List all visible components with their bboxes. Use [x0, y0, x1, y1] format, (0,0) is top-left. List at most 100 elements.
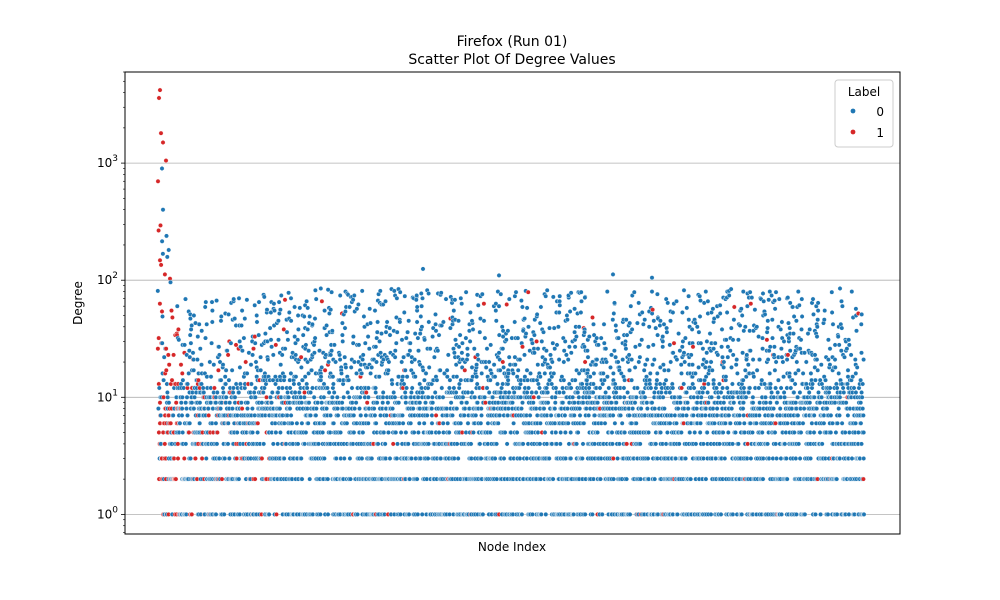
- data-point: [274, 512, 279, 517]
- data-point: [318, 374, 324, 380]
- data-point: [556, 357, 562, 362]
- data-point: [782, 441, 788, 447]
- data-point: [591, 321, 596, 327]
- data-point: [239, 406, 245, 411]
- data-point: [730, 352, 736, 358]
- data-point: [816, 390, 821, 395]
- data-point: [661, 321, 667, 327]
- data-point: [541, 329, 546, 335]
- data-point: [208, 400, 214, 406]
- data-point: [808, 370, 814, 376]
- data-point: [568, 456, 574, 461]
- data-point: [734, 357, 740, 362]
- data-point: [486, 359, 492, 365]
- data-point: [646, 344, 651, 350]
- data-point: [450, 412, 455, 418]
- data-point: [640, 390, 646, 395]
- data-point: [205, 406, 211, 411]
- data-point: [480, 512, 486, 517]
- data-point: [304, 298, 309, 304]
- data-point: [401, 354, 406, 360]
- data-point: [426, 291, 431, 296]
- data-point: [561, 348, 567, 354]
- data-point: [417, 331, 423, 336]
- data-point: [765, 441, 770, 447]
- data-point: [242, 385, 248, 391]
- data-point: [610, 317, 616, 323]
- data-point: [369, 456, 375, 461]
- data-point: [402, 293, 408, 299]
- data-point: [499, 385, 504, 391]
- data-point: [196, 321, 202, 327]
- data-point: [679, 430, 684, 435]
- data-point: [728, 420, 733, 426]
- data-point: [737, 412, 742, 418]
- data-point: [754, 324, 760, 330]
- data-point: [528, 370, 533, 376]
- data-point: [742, 324, 748, 330]
- data-point: [577, 412, 583, 418]
- data-point: [495, 420, 501, 426]
- data-point: [335, 412, 341, 418]
- data-point: [422, 337, 427, 343]
- data-point: [516, 385, 522, 391]
- data-point: [231, 296, 237, 302]
- data-point: [341, 394, 347, 400]
- data-point: [359, 288, 365, 294]
- data-point: [330, 374, 336, 380]
- data-point: [156, 228, 162, 233]
- data-point: [688, 476, 694, 482]
- data-point: [828, 430, 834, 435]
- data-point: [390, 441, 396, 447]
- data-point: [412, 331, 418, 336]
- data-point: [185, 412, 190, 418]
- data-point: [469, 318, 475, 324]
- data-point: [218, 406, 224, 411]
- data-point: [544, 385, 549, 391]
- data-point: [691, 394, 697, 400]
- data-point: [447, 377, 453, 383]
- data-point: [374, 400, 380, 406]
- data-point: [767, 385, 773, 391]
- data-point: [469, 364, 475, 370]
- data-point: [337, 357, 343, 362]
- data-point: [690, 344, 696, 350]
- data-point: [611, 476, 616, 482]
- data-point: [433, 311, 438, 317]
- data-point: [679, 370, 684, 376]
- data-point: [471, 430, 476, 435]
- data-point: [729, 364, 734, 370]
- data-point: [811, 311, 816, 317]
- data-point: [739, 313, 745, 318]
- data-point: [239, 348, 245, 354]
- data-point: [477, 329, 483, 335]
- data-point: [773, 289, 779, 295]
- data-point: [704, 430, 710, 435]
- data-point: [350, 334, 356, 339]
- data-point: [234, 430, 240, 435]
- data-point: [191, 367, 197, 373]
- data-point: [579, 298, 584, 304]
- data-point: [377, 338, 382, 344]
- data-point: [329, 289, 334, 295]
- data-point: [510, 370, 516, 376]
- data-point: [398, 512, 403, 517]
- data-point: [769, 390, 774, 395]
- data-point: [665, 430, 670, 435]
- data-point: [164, 390, 170, 395]
- data-point: [317, 512, 323, 517]
- data-point: [796, 441, 802, 447]
- data-point: [265, 357, 271, 362]
- data-point: [452, 297, 458, 303]
- data-point: [585, 348, 590, 354]
- data-point: [570, 394, 576, 400]
- data-point: [292, 390, 298, 395]
- data-point: [789, 377, 795, 383]
- data-point: [819, 394, 824, 400]
- data-point: [399, 359, 405, 365]
- data-point: [398, 430, 404, 435]
- data-point: [551, 325, 557, 331]
- data-point: [364, 400, 370, 406]
- data-point: [524, 456, 530, 461]
- data-point: [701, 385, 707, 391]
